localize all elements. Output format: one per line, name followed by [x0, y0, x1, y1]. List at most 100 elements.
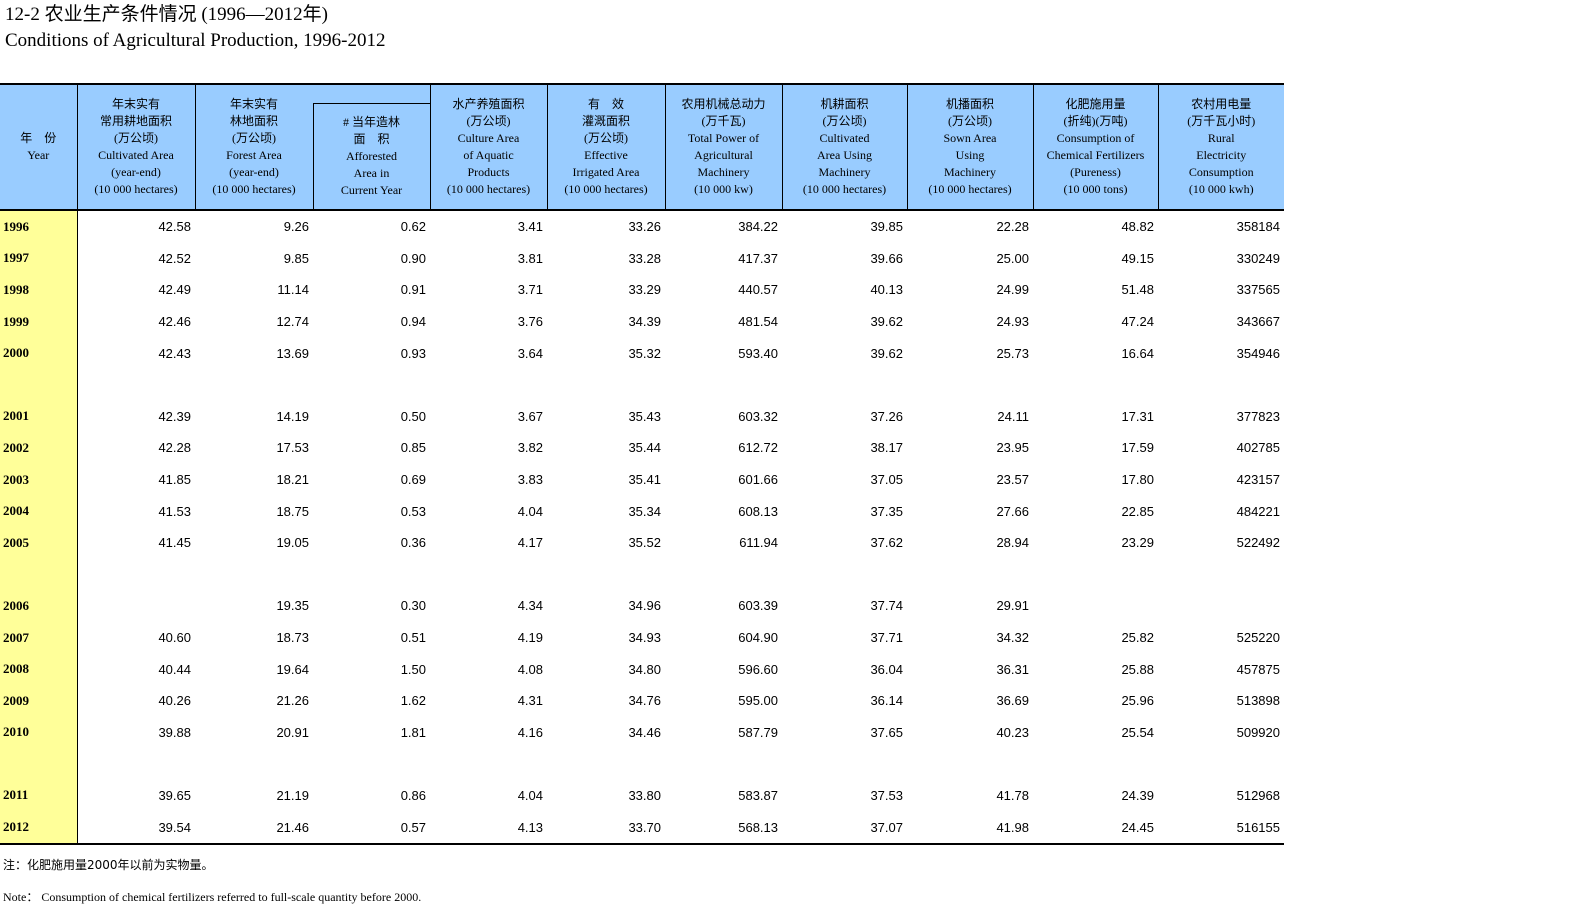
- header-text: Cultivated: [819, 131, 870, 145]
- value-cell: 0.36: [400, 535, 426, 551]
- header-year: 年 份 Year: [0, 83, 77, 211]
- table-row: 2002 42.28 17.53 0.85 3.82 35.44 612.72 38.17 23…: [0, 432, 1284, 464]
- year-cell: [0, 368, 78, 401]
- value-cell: 37.05: [870, 472, 903, 488]
- value-cell: 17.53: [276, 440, 309, 456]
- value-cell: [195, 369, 313, 401]
- value-cell: 3.71: [517, 282, 543, 298]
- header-fertilizer: 化肥施用量 (折纯)(万吨) Consumption of Chemical F…: [1032, 83, 1158, 211]
- value-cell: 42.46: [158, 314, 191, 330]
- header-machine-cultivated: 机耕面积 (万公顷) Cultivated Area Using Machine…: [781, 83, 907, 211]
- header-text: Forest Area: [226, 148, 282, 162]
- value-cell: 35.41: [628, 472, 661, 488]
- value-cell: 17.59: [1121, 440, 1154, 456]
- year-cell: 2012: [0, 811, 78, 845]
- value-cell: 484221: [1236, 503, 1280, 519]
- header-text: 灌溉面积: [581, 114, 630, 128]
- header-text: (万公顷): [466, 114, 511, 128]
- header-text: (万千瓦): [701, 114, 746, 128]
- value-cell: 601.66: [738, 472, 778, 488]
- value-cell: 33.26: [628, 219, 661, 235]
- value-cell: 42.39: [158, 408, 191, 424]
- table-row: 1997 42.52 9.85 0.90 3.81 33.28 417.37 39.66 25.…: [0, 242, 1284, 275]
- value-cell: 611.94: [739, 535, 778, 551]
- value-cell: 40.23: [996, 724, 1029, 740]
- value-cell: 1.50: [400, 661, 426, 677]
- value-cell: 417.37: [738, 250, 778, 266]
- value-cell: 568.13: [665, 811, 782, 845]
- value-cell: 39.88: [158, 724, 191, 740]
- header-text: Effective: [584, 148, 628, 162]
- header-electricity: 农村用电量 (万千瓦小时) Rural Electricity Consumpt…: [1157, 83, 1284, 211]
- year-cell: [0, 748, 78, 780]
- value-cell: 4.04: [517, 787, 543, 803]
- year-cell: 2005: [0, 526, 78, 559]
- value-cell: 33.28: [628, 250, 661, 266]
- header-text: Year: [27, 148, 50, 162]
- value-cell: [1033, 748, 1158, 780]
- header-text: (万公顷): [584, 131, 628, 145]
- header-power: 农用机械总动力 (万千瓦) Total Power of Agricultura…: [664, 83, 782, 211]
- value-cell: 4.17: [517, 535, 543, 551]
- header-text: Agricultural: [694, 148, 753, 162]
- value-cell: 19.64: [276, 661, 309, 677]
- header-text: Cultivated Area: [98, 148, 174, 162]
- value-cell: 595.00: [738, 693, 778, 709]
- value-cell: 18.73: [276, 630, 309, 646]
- header-text: Using: [955, 148, 985, 162]
- header-text: Machinery: [944, 165, 996, 179]
- value-cell: 4.04: [517, 503, 543, 519]
- header-text: Total Power of: [687, 131, 760, 145]
- header-forest: 年末实有 林地面积 (万公顷) Forest Area (year-end) (…: [194, 83, 313, 211]
- header-text: (万公顷): [232, 131, 276, 145]
- table-row: 2010 39.88 20.91 1.81 4.16 34.46 587.79 37.65 40…: [0, 716, 1284, 749]
- value-cell: [665, 748, 782, 780]
- value-cell: 3.76: [517, 314, 543, 330]
- header-text: Machinery: [818, 165, 871, 179]
- value-cell: 384.22: [738, 219, 778, 235]
- value-cell: 1.81: [400, 724, 426, 740]
- value-cell: 23.29: [1121, 535, 1154, 551]
- header-text: (10 000 hectares): [564, 182, 648, 196]
- header-text: Consumption: [1188, 165, 1254, 179]
- value-cell: 4.08: [517, 661, 543, 677]
- year-cell: 2010: [0, 716, 78, 749]
- value-cell: 20.91: [276, 724, 309, 740]
- value-cell: 37.65: [870, 724, 903, 740]
- value-cell: 516155: [1158, 811, 1284, 845]
- value-cell: 34.46: [628, 724, 661, 740]
- value-cell: 512968: [1236, 787, 1280, 803]
- year-cell: 2008: [0, 653, 78, 685]
- value-cell: 0.91: [400, 282, 426, 298]
- value-cell: 36.69: [996, 693, 1029, 709]
- value-cell: 34.39: [628, 314, 661, 330]
- value-cell: 35.44: [628, 440, 661, 456]
- value-cell: 39.85: [870, 219, 903, 235]
- header-text: 化肥施用量: [1065, 97, 1126, 111]
- value-cell: 377823: [1236, 408, 1280, 424]
- table-row: 2012 39.54 21.46 0.57 4.13 33.70 568.13 37.07 41…: [0, 811, 1284, 845]
- value-cell: 0.69: [400, 472, 426, 488]
- footnote-en: Note： Consumption of chemical fertilizer…: [3, 890, 422, 904]
- table-row: 1996 42.58 9.26 0.62 3.41 33.26 384.22 39.85 22.…: [0, 210, 1284, 243]
- table-row: 2000 42.43 13.69 0.93 3.64 35.32 593.40 39.62 25…: [0, 337, 1284, 369]
- header-text: Electricity: [1196, 148, 1247, 162]
- header-machine-sown: 机播面积 (万公顷) Sown Area Using Machinery (10…: [906, 83, 1033, 211]
- value-cell: [782, 559, 907, 591]
- header-text: Culture Area: [457, 131, 520, 145]
- header-text: 年末实有: [111, 97, 160, 111]
- value-cell: 343667: [1236, 314, 1280, 330]
- value-cell: [77, 369, 195, 401]
- value-cell: 34.93: [628, 630, 661, 646]
- value-cell: 35.32: [628, 345, 661, 361]
- footnote-cn: 注：化肥施用量2000年以前为实物量。: [3, 858, 214, 872]
- value-cell: 13.69: [276, 345, 309, 361]
- header-cultivated: 年末实有 常用耕地面积 (万公顷) Cultivated Area (year-…: [76, 83, 195, 211]
- value-cell: 9.85: [283, 250, 309, 266]
- value-cell: [1158, 559, 1284, 591]
- value-cell: 1.62: [400, 693, 426, 709]
- value-cell: [1033, 590, 1158, 622]
- page-title-cn: 12-2 农业生产条件情况 (1996—2012年): [5, 4, 328, 25]
- value-cell: 47.24: [1121, 314, 1154, 330]
- value-cell: 358184: [1236, 219, 1280, 235]
